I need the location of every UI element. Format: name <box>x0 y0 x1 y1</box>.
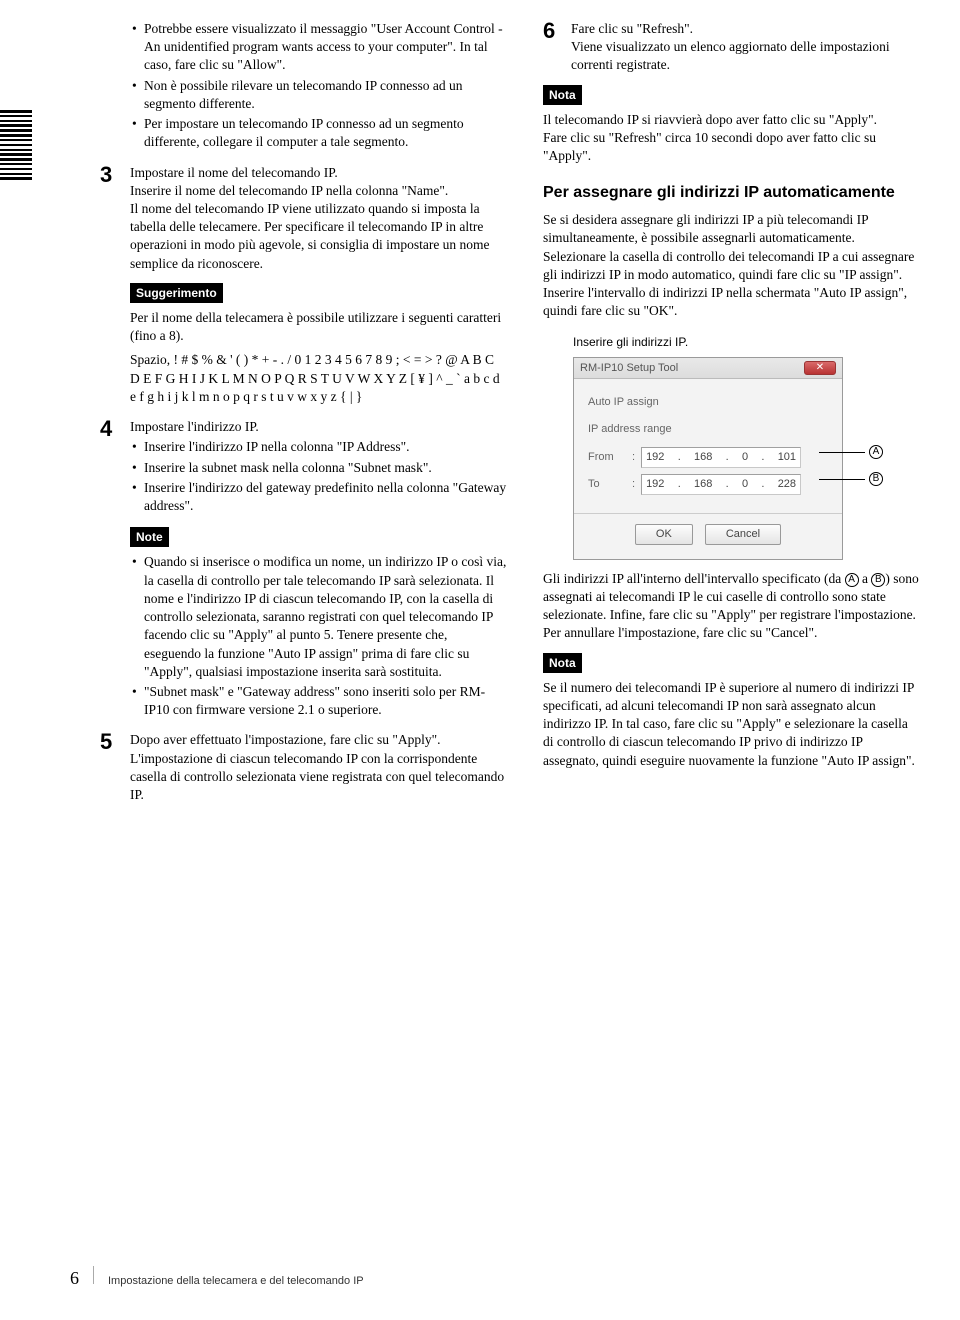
nota-label: Nota <box>543 653 582 673</box>
tip-text: Per il nome della telecamera è possibile… <box>130 309 507 345</box>
step-text: Viene visualizzato un elenco aggiornato … <box>571 38 920 74</box>
bullet-item: Inserire la subnet mask nella colonna "S… <box>144 459 507 477</box>
paragraph: Per annullare l'impostazione, fare clic … <box>543 624 920 642</box>
ip-from-input[interactable]: 192. 168. 0. 101 <box>641 447 801 468</box>
page-footer: 6 Impostazione della telecamera e del te… <box>70 1266 364 1290</box>
footer-title: Impostazione della telecamera e del tele… <box>108 1274 364 1289</box>
nota-label: Nota <box>543 85 582 105</box>
marker-a: A <box>869 445 883 459</box>
section-heading: Per assegnare gli indirizzi IP automatic… <box>543 182 920 204</box>
nota-text: Se il numero dei telecomandi IP è superi… <box>543 679 920 770</box>
ip-octet: 192 <box>646 477 664 492</box>
ok-button[interactable]: OK <box>635 524 693 545</box>
ip-octet: 0 <box>742 477 748 492</box>
group-label: Auto IP assign <box>588 395 828 410</box>
page-number: 6 <box>70 1266 79 1290</box>
nota-text: Fare clic su "Refresh" circa 10 secondi … <box>543 129 920 165</box>
dialog-window: RM-IP10 Setup Tool ✕ Auto IP assign IP a… <box>573 357 843 560</box>
leader-line <box>819 479 865 480</box>
step-6: 6 Fare clic su "Refresh". Viene visualiz… <box>543 20 920 75</box>
nota-text: Il telecomando IP si riavvierà dopo aver… <box>543 111 920 129</box>
dialog-figure: Inserire gli indirizzi IP. RM-IP10 Setup… <box>573 334 920 559</box>
bullet-item: Non è possibile rilevare un telecomando … <box>144 77 507 113</box>
tip-label: Suggerimento <box>130 283 223 303</box>
ip-octet: 168 <box>694 477 712 492</box>
paragraph: Se si desidera assegnare gli indirizzi I… <box>543 211 920 247</box>
colon: : <box>632 450 635 465</box>
ip-octet: 168 <box>694 450 712 465</box>
page-tab-marker <box>0 110 32 180</box>
intro-bullets: Potrebbe essere visualizzato il messaggi… <box>130 20 507 152</box>
step-3: 3 Impostare il nome del telecomando IP. … <box>130 164 507 407</box>
ip-octet: 228 <box>778 477 796 492</box>
step-head: Impostare l'indirizzo IP. <box>130 418 507 436</box>
step-number: 5 <box>100 727 112 757</box>
step-text: Impostare il nome del telecomando IP. <box>130 164 507 182</box>
bullet-item: Inserire l'indirizzo IP nella colonna "I… <box>144 438 507 456</box>
from-label: From <box>588 450 626 465</box>
marker-a-inline: A <box>845 573 859 587</box>
text-span: Gli indirizzi IP all'interno dell'interv… <box>543 571 845 586</box>
marker-b: B <box>869 472 883 486</box>
bullet-item: Potrebbe essere visualizzato il messaggi… <box>144 20 507 75</box>
bullet-item: Per impostare un telecomando IP connesso… <box>144 115 507 151</box>
cancel-button[interactable]: Cancel <box>705 524 781 545</box>
paragraph: Selezionare la casella di controllo dei … <box>543 248 920 321</box>
step-number: 6 <box>543 16 555 46</box>
leader-line <box>819 452 865 453</box>
paragraph: Gli indirizzi IP all'interno dell'interv… <box>543 570 920 625</box>
ip-octet: 101 <box>778 450 796 465</box>
step-number: 3 <box>100 160 112 190</box>
figure-caption: Inserire gli indirizzi IP. <box>573 334 920 350</box>
tip-chars: Spazio, ! # $ % & ' ( ) * + - . / 0 1 2 … <box>130 351 507 406</box>
step-number: 4 <box>100 414 112 444</box>
marker-b-inline: B <box>871 573 885 587</box>
text-span: a <box>859 571 872 586</box>
close-icon[interactable]: ✕ <box>804 361 836 375</box>
step-5: 5 Dopo aver effettuato l'impostazione, f… <box>130 731 507 804</box>
step-text: Fare clic su "Refresh". <box>571 20 920 38</box>
footer-separator <box>93 1266 94 1284</box>
step-text: Dopo aver effettuato l'impostazione, far… <box>130 731 507 749</box>
ip-octet: 0 <box>742 450 748 465</box>
range-label: IP address range <box>588 422 828 437</box>
step-4: 4 Impostare l'indirizzo IP. Inserire l'i… <box>130 418 507 719</box>
step-text: Il nome del telecomando IP viene utilizz… <box>130 200 507 273</box>
ip-octet: 192 <box>646 450 664 465</box>
bullet-item: Inserire l'indirizzo del gateway predefi… <box>144 479 507 515</box>
to-label: To <box>588 477 626 492</box>
dialog-title: RM-IP10 Setup Tool <box>580 361 678 376</box>
note-label: Note <box>130 527 169 547</box>
ip-to-input[interactable]: 192. 168. 0. 228 <box>641 474 801 495</box>
note-item: Quando si inserisce o modifica un nome, … <box>144 553 507 681</box>
colon: : <box>632 477 635 492</box>
note-item: "Subnet mask" e "Gateway address" sono i… <box>144 683 507 719</box>
step-text: Inserire il nome del telecomando IP nell… <box>130 182 507 200</box>
step-text: L'impostazione di ciascun telecomando IP… <box>130 750 507 805</box>
